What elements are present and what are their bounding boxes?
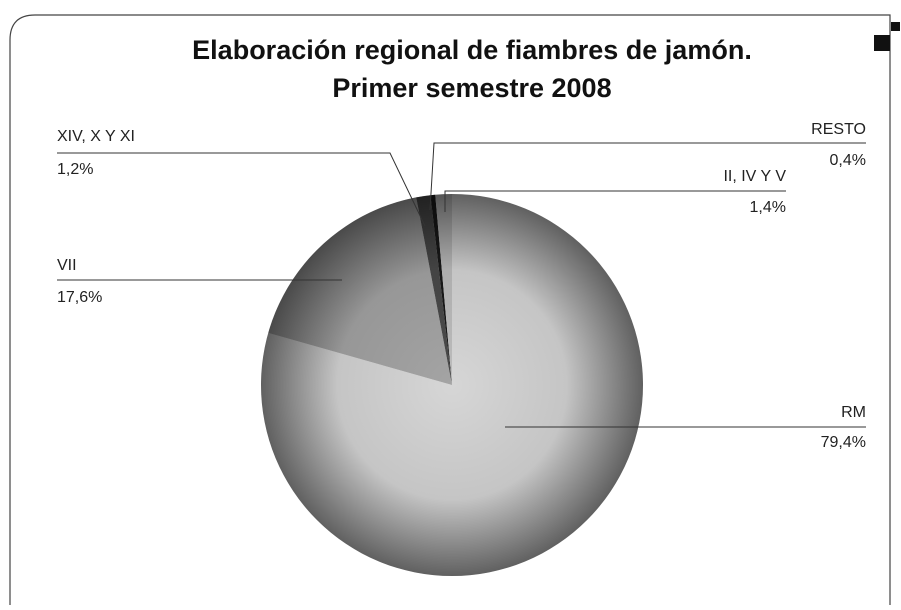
slice-value-label: 0,4% <box>830 152 866 169</box>
slice-label: XIV, X Y XI <box>57 128 135 145</box>
slice-value-label: 1,4% <box>750 199 786 216</box>
slice-label: VII <box>57 257 77 274</box>
slice-value-label: 79,4% <box>821 434 866 451</box>
chart-title: Elaboración regional de fiambres de jamó… <box>192 35 752 65</box>
leader-line <box>429 142 866 211</box>
leader-line <box>57 152 426 227</box>
slice-value-label: 17,6% <box>57 289 102 306</box>
slice-label: II, IV Y V <box>723 168 786 185</box>
chart-subtitle: Primer semestre 2008 <box>332 73 611 103</box>
leader-line <box>444 190 786 212</box>
slice-label: RM <box>841 404 866 421</box>
slice-label: RESTO <box>811 121 866 138</box>
slice-value-label: 1,2% <box>57 161 93 178</box>
corner-mark <box>874 35 890 51</box>
frame <box>9 14 891 605</box>
corner-mark <box>891 22 900 31</box>
